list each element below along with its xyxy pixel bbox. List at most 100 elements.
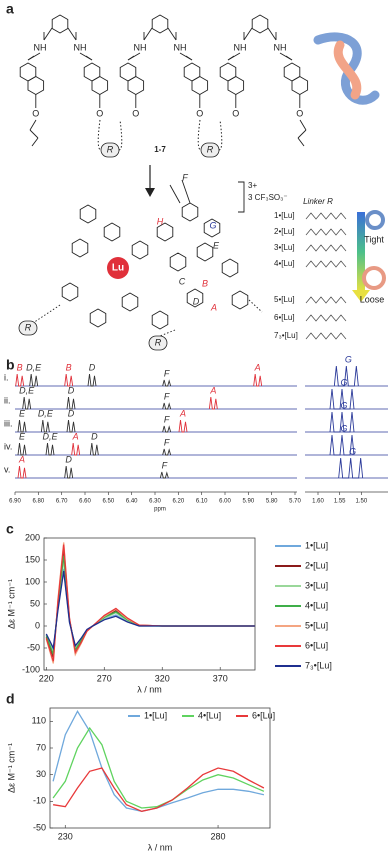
peak — [162, 425, 172, 433]
linker-key-title: Linker R — [303, 197, 333, 206]
ring — [186, 288, 204, 308]
x-tick-label: 320 — [155, 673, 170, 683]
ether-label: O — [96, 108, 103, 118]
ring — [203, 218, 221, 238]
peak-label: G — [340, 400, 347, 410]
proton-label: B — [202, 278, 208, 288]
peak-label: D,E — [42, 431, 58, 441]
peak-label: F — [164, 391, 170, 401]
x-tick-label: 6.70 — [56, 499, 68, 505]
x-tick-label: 6.40 — [126, 499, 138, 505]
amide-label: NH — [234, 42, 247, 52]
series-line — [45, 551, 255, 658]
legend-label: 6•[Lu] — [305, 640, 328, 650]
x-tick-label: 5.80 — [266, 499, 278, 505]
peak-label: D — [65, 454, 72, 464]
linker-box — [148, 335, 168, 351]
metal — [107, 257, 129, 279]
bond — [29, 119, 37, 131]
series-line — [45, 555, 255, 655]
peak — [162, 448, 172, 456]
y-tick-label: 70 — [36, 742, 46, 752]
y-tick-label: 100 — [25, 576, 40, 586]
linker-label: R — [207, 144, 214, 154]
charge: 3+ — [248, 181, 257, 190]
row-label: v. — [4, 464, 10, 474]
amide-label: NH — [134, 42, 147, 52]
peak — [162, 402, 172, 410]
x-tick-label: 5.90 — [242, 499, 254, 505]
peak — [66, 396, 76, 410]
proton-label: G — [209, 220, 216, 230]
peak — [64, 373, 74, 387]
peak — [17, 419, 27, 433]
legend-label: 6•[Lu] — [252, 710, 275, 720]
linker-chain — [305, 314, 347, 322]
series-line — [52, 767, 265, 812]
peak — [89, 442, 99, 456]
ring — [51, 14, 69, 34]
peak — [29, 373, 39, 387]
peak-label: A — [209, 385, 216, 395]
bond — [297, 129, 307, 139]
x-tick-label: 6.00 — [219, 499, 231, 505]
x-axis-label: λ / nm — [137, 684, 162, 694]
peak — [40, 419, 50, 433]
linker-box — [100, 142, 120, 158]
bond — [248, 299, 263, 313]
peak-label: F — [164, 414, 170, 424]
peak-label: B — [17, 362, 23, 372]
ring — [61, 282, 79, 302]
proton-label: A — [210, 302, 217, 312]
legend-label: 1•[Lu] — [144, 710, 167, 720]
linker-chain — [305, 244, 347, 252]
peak-label: F — [164, 368, 170, 378]
bond — [285, 55, 293, 61]
ether-label: O — [132, 108, 139, 118]
ring — [227, 75, 245, 96]
y-axis-label: Δε M⁻¹ cm⁻¹ — [6, 743, 16, 793]
metal-label: Lu — [112, 263, 124, 274]
y-tick-label: -10 — [33, 796, 46, 806]
peak-label: D,E — [26, 362, 42, 372]
y-tick-label: 200 — [25, 532, 40, 542]
ring — [91, 75, 109, 96]
y-tick-label: 150 — [25, 554, 40, 564]
bond — [169, 184, 181, 204]
ring — [221, 258, 239, 278]
peak-label: D — [68, 385, 75, 395]
linker-label: R — [155, 337, 162, 347]
y-tick-label: 0 — [35, 620, 40, 630]
peak — [338, 457, 364, 479]
legend-label: 4•[Lu] — [305, 600, 328, 610]
linker-link — [97, 119, 123, 151]
bracket — [238, 181, 245, 213]
ring — [156, 222, 174, 242]
series-line — [52, 709, 265, 812]
series-line — [45, 559, 255, 653]
bond — [29, 129, 39, 139]
peak-label: G — [345, 354, 352, 364]
x-tick-label: 220 — [39, 673, 54, 683]
linker-entry: 1•[Lu] — [274, 211, 295, 220]
peak — [71, 442, 81, 456]
ring — [251, 14, 269, 34]
y-tick-label: -100 — [22, 664, 40, 674]
peak — [22, 396, 32, 410]
linker-chain — [305, 260, 347, 268]
linker-box — [200, 142, 220, 158]
ring — [169, 252, 187, 272]
amide-label: NH — [274, 42, 287, 52]
bond — [185, 55, 193, 61]
peak-label: A — [72, 431, 79, 441]
bond — [43, 27, 53, 41]
peak-label: D,E — [38, 408, 54, 418]
ribbon — [333, 40, 362, 100]
x-tick-label: 280 — [211, 831, 226, 841]
panel-label: d — [6, 691, 15, 707]
ring — [103, 222, 121, 242]
amide-label: NH — [34, 42, 47, 52]
row-label: ii. — [4, 395, 11, 405]
panel-label: a — [6, 1, 14, 17]
